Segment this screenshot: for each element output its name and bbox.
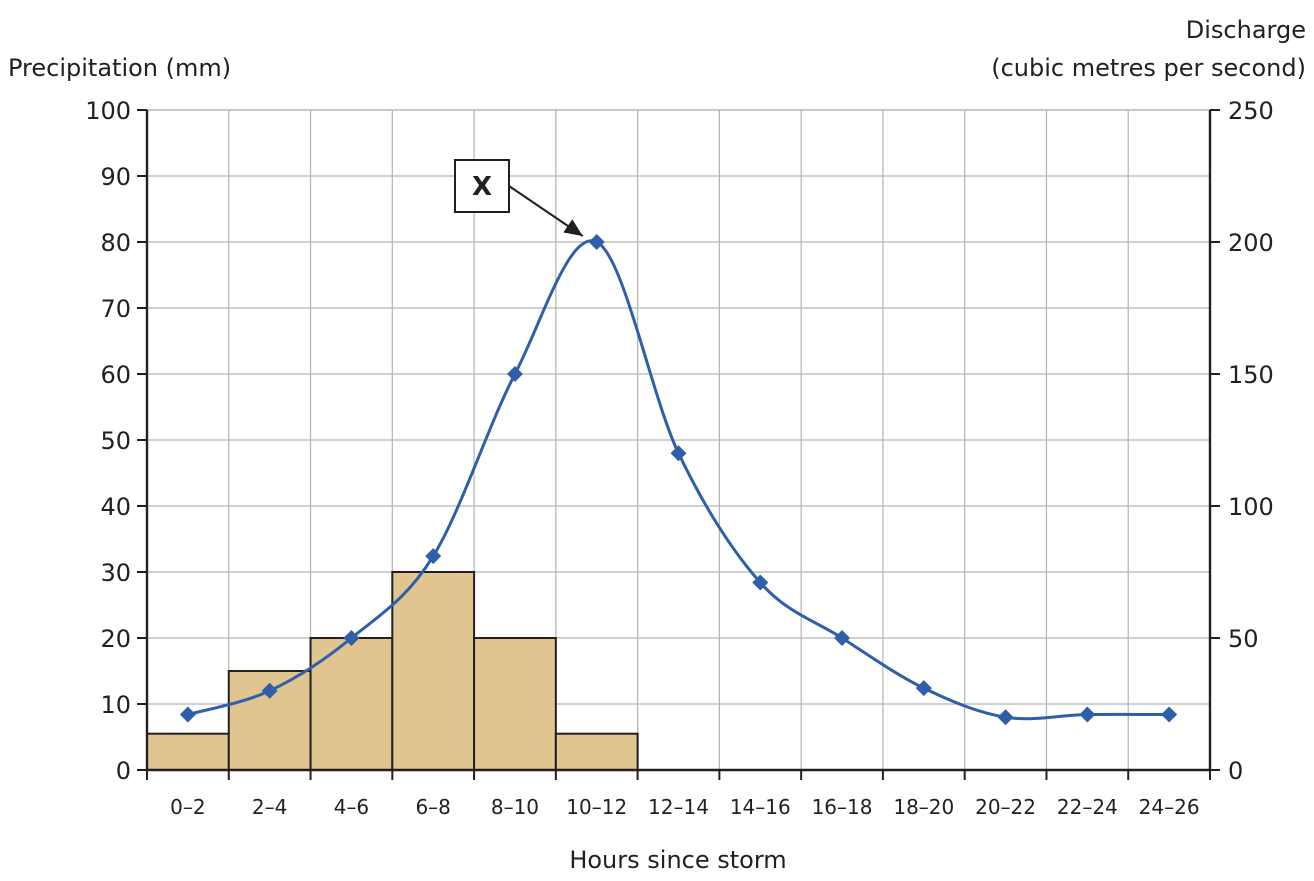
x-tick-label: 8–10 (491, 795, 539, 819)
axes: 0 10 20 30 40 50 60 70 80 90 100 0 50 100 150 200 250 0–2… (85, 97, 1274, 819)
y-left-tick-label: 50 (100, 427, 131, 455)
x-tick-label: 0–2 (170, 795, 205, 819)
y-left-tick-label: 20 (100, 625, 131, 653)
precipitation-bar (554, 732, 639, 772)
discharge-point (915, 680, 932, 697)
x-tick-label: 10–12 (566, 795, 627, 819)
x-tick-label: 20–22 (975, 795, 1036, 819)
discharge-point (1079, 706, 1096, 723)
y-left-tick-label: 80 (100, 229, 131, 257)
x-tick-label: 2–4 (252, 795, 287, 819)
y-right-tick-label: 100 (1228, 493, 1274, 521)
x-tick-label: 14–16 (730, 795, 791, 819)
y-left-axis-title: Precipitation (mm) (8, 54, 231, 82)
annotation-arrowhead (563, 219, 583, 236)
y-left-tick-label: 0 (116, 757, 131, 785)
y-left-tick-label: 100 (85, 97, 131, 125)
precipitation-bar (473, 637, 557, 771)
y-right-tick-label: 150 (1228, 361, 1274, 389)
precipitation-bars (146, 571, 639, 772)
y-left-tick-label: 90 (100, 163, 131, 191)
x-tick-label: 24–26 (1139, 795, 1200, 819)
y-left-tick-label: 30 (100, 559, 131, 587)
precipitation-bar (391, 571, 476, 771)
discharge-curve (187, 239, 1170, 721)
x-tick-label: 22–24 (1057, 795, 1118, 819)
discharge-point (670, 445, 687, 462)
annotation-box (454, 159, 510, 213)
precipitation-bar (309, 637, 394, 771)
x-tick-label: 4–6 (334, 795, 369, 819)
y-right-tick-label: 0 (1228, 757, 1243, 785)
y-right-tick-label: 200 (1228, 229, 1274, 257)
discharge-point (506, 366, 523, 382)
annotation: X (454, 159, 584, 237)
y-right-tick-label: 250 (1228, 97, 1274, 125)
y-left-tick-label: 10 (100, 691, 131, 719)
discharge-point (1161, 706, 1178, 723)
discharge-point (588, 234, 605, 250)
y-right-axis-title-line2: (cubic metres per second) (991, 54, 1306, 82)
y-left-tick-label: 40 (100, 493, 131, 521)
x-tick-label: 6–8 (415, 795, 450, 819)
discharge-point (834, 630, 851, 646)
discharge-point (343, 630, 360, 646)
discharge-point (425, 548, 442, 565)
y-right-axis-title-line1: Discharge (1186, 16, 1306, 44)
y-right-tick-label: 50 (1228, 625, 1259, 653)
discharge-point (179, 706, 196, 723)
discharge-point (752, 574, 769, 591)
x-tick-label: 12–14 (648, 795, 709, 819)
x-tick-label: 18–20 (893, 795, 954, 819)
x-axis-title: Hours since storm (569, 846, 786, 874)
precipitation-bar (146, 732, 230, 772)
discharge-line (179, 234, 1178, 726)
x-tick-label: 16–18 (812, 795, 873, 819)
annotation-label: X (472, 172, 492, 202)
y-left-tick-label: 60 (100, 361, 131, 389)
discharge-point (997, 709, 1014, 726)
discharge-point (261, 682, 278, 699)
y-left-tick-label: 70 (100, 295, 131, 323)
